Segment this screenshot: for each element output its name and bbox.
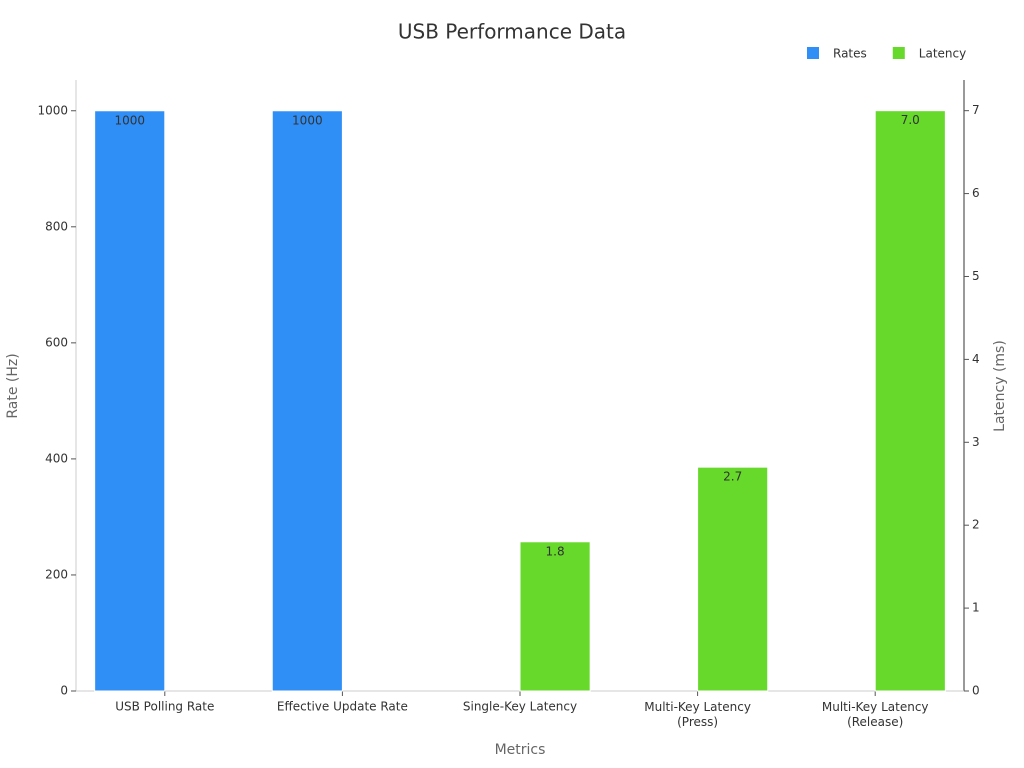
y2-tick-label: 5 [972,269,980,283]
value-label: 2.7 [723,470,742,484]
y-tick-label: 200 [45,567,68,581]
y2-tick-label: 1 [972,601,980,615]
y2-tick-label: 0 [972,684,980,698]
x-tick-label: Multi-Key Latency (Release) [822,700,929,729]
y-tick-label: 800 [45,219,68,233]
value-label: 1.8 [546,544,565,558]
y-tick-label: 1000 [37,103,68,117]
bar [874,110,946,692]
y2-tick-label: 2 [972,518,980,532]
bar [519,541,591,692]
legend-label: Latency [919,47,966,61]
x-axis-label: Metrics [495,742,546,758]
y2-tick-label: 3 [972,435,980,449]
x-tick-label: Single-Key Latency [463,700,577,714]
bar [94,110,166,692]
value-label: 1000 [114,113,145,127]
chart-title: USB Performance Data [398,20,626,44]
y2-axis-label: Latency (ms) [992,340,1008,432]
y-tick-label: 400 [45,451,68,465]
y-tick-label: 600 [45,335,68,349]
x-tick-label: Effective Update Rate [277,700,408,714]
y2-tick-label: 4 [972,352,980,366]
x-tick-label: Multi-Key Latency (Press) [644,700,751,729]
value-label: 1000 [292,113,323,127]
legend-label: Rates [833,47,867,61]
bar [271,110,343,692]
x-tick-label: USB Polling Rate [115,700,214,714]
legend-swatch [807,47,819,59]
y-tick-label: 0 [60,684,68,698]
bar [697,466,769,692]
y2-tick-label: 6 [972,186,980,200]
legend-swatch [892,47,905,59]
value-label: 7.0 [901,113,920,127]
y-axis-label: Rate (Hz) [5,353,21,418]
y2-tick-label: 7 [972,103,980,117]
